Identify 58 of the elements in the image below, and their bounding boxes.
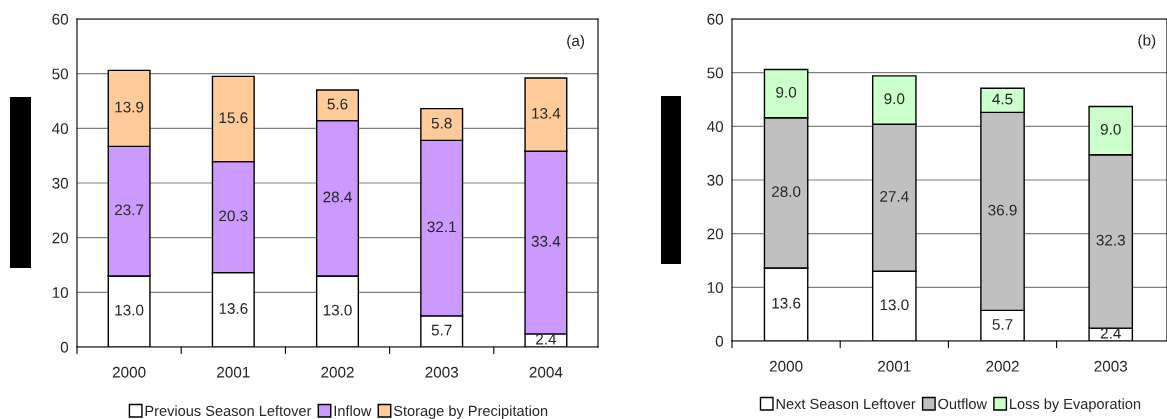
data-label: 9.0 <box>776 86 797 98</box>
y-tick-label: 20 <box>52 232 69 244</box>
legend-label: Storage by Precipitation <box>393 405 548 419</box>
data-label: 9.0 <box>884 93 905 105</box>
x-tick-label: 2000 <box>112 366 146 378</box>
x-tick-label: 2004 <box>529 366 563 378</box>
x-tick-label: 2001 <box>217 366 250 378</box>
data-label: 32.3 <box>1096 234 1125 246</box>
y-tick-label: 0 <box>715 335 724 347</box>
x-tick-label: 2003 <box>1094 360 1128 372</box>
y-tick-label: 40 <box>707 121 724 133</box>
data-label: 33.4 <box>531 235 561 247</box>
y-tick-label: 30 <box>52 177 69 189</box>
y-tick-label: 30 <box>707 174 724 186</box>
x-tick-label: 2001 <box>878 360 911 372</box>
data-label: 13.6 <box>219 303 248 314</box>
data-label: 5.7 <box>431 324 452 336</box>
data-label: 9.0 <box>1100 123 1121 135</box>
data-label: 28.0 <box>772 186 801 197</box>
x-tick-label: 2003 <box>425 366 459 378</box>
legend-label: Outflow <box>938 398 988 410</box>
data-label: 13.0 <box>115 304 144 316</box>
x-tick-label: 2000 <box>769 360 803 372</box>
data-label: 27.4 <box>880 190 909 202</box>
data-label: 13.0 <box>323 304 352 316</box>
data-label: 13.4 <box>532 107 561 119</box>
legend-label: Inflow <box>334 405 372 417</box>
y-tick-label: 60 <box>52 13 69 25</box>
y-tick-label: 20 <box>707 228 724 240</box>
data-label: 32.1 <box>427 221 456 233</box>
annotation: (a) <box>567 34 585 50</box>
data-label: 4.5 <box>992 93 1013 105</box>
y-tick-label: 50 <box>707 67 724 79</box>
data-label: 28.4 <box>323 191 352 203</box>
data-label: 15.6 <box>219 112 248 124</box>
data-label: 23.7 <box>115 204 144 216</box>
data-label: 5.6 <box>327 98 348 110</box>
x-tick-label: 2002 <box>321 366 354 378</box>
data-label: 13.6 <box>772 297 801 309</box>
y-tick-label: 40 <box>52 123 69 135</box>
data-label: 2.4 <box>1100 327 1121 339</box>
annotation: (b) <box>1138 34 1156 49</box>
legend-label: Loss by Evaporation <box>1010 398 1141 412</box>
legend-label: Previous Season Leftover <box>145 405 312 417</box>
data-label: 5.8 <box>431 117 452 129</box>
data-label: 20.3 <box>219 210 248 222</box>
x-tick-label: 2002 <box>986 360 1019 372</box>
data-label: 5.7 <box>992 319 1013 330</box>
data-label: 13.0 <box>880 299 909 311</box>
y-tick-label: 60 <box>707 13 724 25</box>
y-tick-label: 50 <box>52 68 69 80</box>
y-tick-label: 10 <box>707 282 724 294</box>
data-label: 2.4 <box>536 333 557 345</box>
y-tick-label: 10 <box>52 287 69 299</box>
legend-label: Next Season Leftover <box>776 398 916 410</box>
data-label: 13.9 <box>115 101 144 113</box>
data-label: 36.9 <box>988 204 1017 216</box>
y-tick-label: 0 <box>60 341 69 353</box>
